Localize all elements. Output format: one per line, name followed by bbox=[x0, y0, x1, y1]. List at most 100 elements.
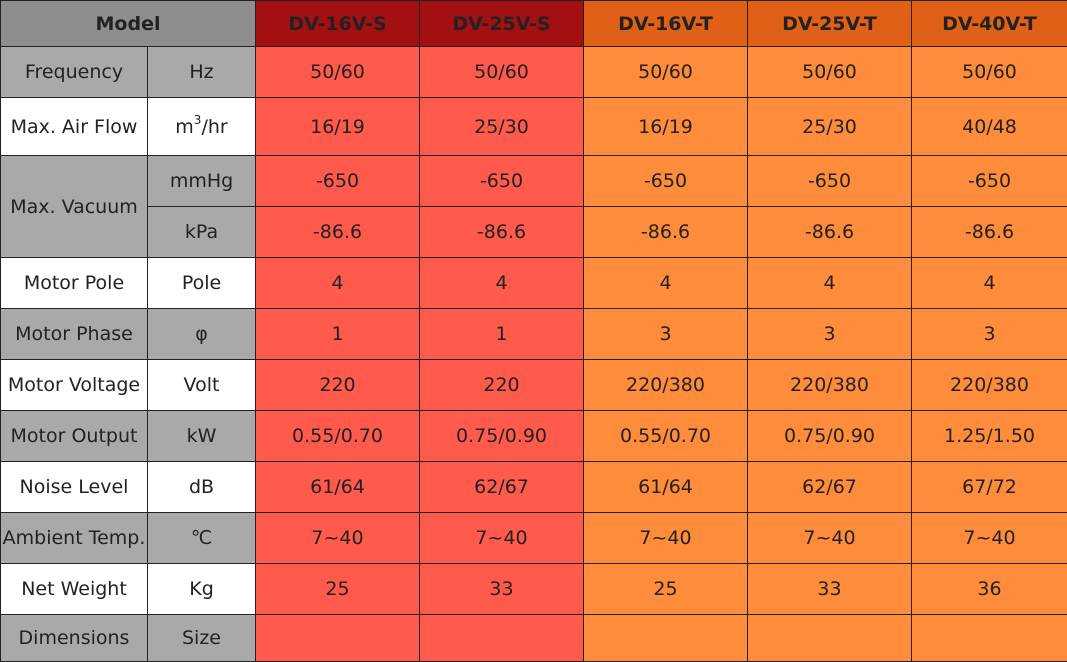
row-unit: kW bbox=[148, 411, 256, 462]
table-cell: 4 bbox=[912, 258, 1067, 309]
table-cell: 7~40 bbox=[420, 513, 584, 564]
model-col-header: DV-25V-S bbox=[420, 1, 584, 47]
row-label: Motor Phase bbox=[1, 309, 148, 360]
model-col-header: DV-16V-T bbox=[584, 1, 748, 47]
table-row-dimensions: Dimensions Size bbox=[1, 615, 1067, 662]
row-unit: Volt bbox=[148, 360, 256, 411]
row-unit: dB bbox=[148, 462, 256, 513]
table-cell: 50/60 bbox=[584, 47, 748, 98]
row-label: Dimensions bbox=[1, 615, 148, 662]
table-row-motor-voltage: Motor Voltage Volt 220 220 220/380 220/3… bbox=[1, 360, 1067, 411]
table-cell bbox=[420, 615, 584, 662]
table-cell: -86.6 bbox=[584, 207, 748, 258]
table-cell: -86.6 bbox=[420, 207, 584, 258]
table-cell: -650 bbox=[420, 156, 584, 207]
table-cell: 1.25/1.50 bbox=[912, 411, 1067, 462]
table-row-frequency: Frequency Hz 50/60 50/60 50/60 50/60 50/… bbox=[1, 47, 1067, 98]
table-row-air-flow: Max. Air Flow m3/hr 16/19 25/30 16/19 25… bbox=[1, 98, 1067, 156]
table-cell: 50/60 bbox=[420, 47, 584, 98]
table-cell: -650 bbox=[912, 156, 1067, 207]
row-label: Motor Voltage bbox=[1, 360, 148, 411]
table-row-vacuum-kpa: kPa -86.6 -86.6 -86.6 -86.6 -86.6 bbox=[1, 207, 1067, 258]
table-cell: 33 bbox=[748, 564, 912, 615]
table-row-net-weight: Net Weight Kg 25 33 25 33 36 bbox=[1, 564, 1067, 615]
table-cell: 61/64 bbox=[256, 462, 420, 513]
unit-base: m bbox=[175, 116, 194, 138]
table-cell: 0.75/0.90 bbox=[748, 411, 912, 462]
row-unit: Size bbox=[148, 615, 256, 662]
table-row-motor-output: Motor Output kW 0.55/0.70 0.75/0.90 0.55… bbox=[1, 411, 1067, 462]
table-cell: 25/30 bbox=[420, 98, 584, 156]
table-cell: 220/380 bbox=[748, 360, 912, 411]
table-cell: 4 bbox=[420, 258, 584, 309]
table-cell: 36 bbox=[912, 564, 1067, 615]
row-label: Max. Air Flow bbox=[1, 98, 148, 156]
table-cell: 50/60 bbox=[748, 47, 912, 98]
row-unit: Kg bbox=[148, 564, 256, 615]
table-cell bbox=[256, 615, 420, 662]
table-cell: 7~40 bbox=[748, 513, 912, 564]
table-cell: 0.55/0.70 bbox=[256, 411, 420, 462]
table-cell: 50/60 bbox=[912, 47, 1067, 98]
table-row-noise-level: Noise Level dB 61/64 62/67 61/64 62/67 6… bbox=[1, 462, 1067, 513]
table-cell: 62/67 bbox=[420, 462, 584, 513]
table-cell: -650 bbox=[584, 156, 748, 207]
row-unit: mmHg bbox=[148, 156, 256, 207]
table-cell: 3 bbox=[912, 309, 1067, 360]
row-unit: ℃ bbox=[148, 513, 256, 564]
row-label: Max. Vacuum bbox=[1, 156, 148, 258]
table-cell bbox=[748, 615, 912, 662]
table-cell: 3 bbox=[584, 309, 748, 360]
table-cell: 50/60 bbox=[256, 47, 420, 98]
row-unit: Hz bbox=[148, 47, 256, 98]
table-cell: 220 bbox=[420, 360, 584, 411]
row-label: Net Weight bbox=[1, 564, 148, 615]
table-cell: -86.6 bbox=[256, 207, 420, 258]
table-cell: 16/19 bbox=[256, 98, 420, 156]
row-unit: m3/hr bbox=[148, 98, 256, 156]
row-unit: kPa bbox=[148, 207, 256, 258]
table-cell: 4 bbox=[256, 258, 420, 309]
table-cell: 220 bbox=[256, 360, 420, 411]
model-header: Model bbox=[1, 1, 256, 47]
row-label: Motor Output bbox=[1, 411, 148, 462]
table-cell bbox=[584, 615, 748, 662]
table-cell: 3 bbox=[748, 309, 912, 360]
table-cell: 220/380 bbox=[584, 360, 748, 411]
table-row-motor-pole: Motor Pole Pole 4 4 4 4 4 bbox=[1, 258, 1067, 309]
table-cell: 0.55/0.70 bbox=[584, 411, 748, 462]
table-cell: 16/19 bbox=[584, 98, 748, 156]
table-cell: 1 bbox=[420, 309, 584, 360]
table-cell bbox=[912, 615, 1067, 662]
table-cell: 67/72 bbox=[912, 462, 1067, 513]
table-cell: 25/30 bbox=[748, 98, 912, 156]
table-cell: -86.6 bbox=[748, 207, 912, 258]
row-unit: φ bbox=[148, 309, 256, 360]
table-cell: 4 bbox=[584, 258, 748, 309]
table-cell: 7~40 bbox=[256, 513, 420, 564]
table-cell: 4 bbox=[748, 258, 912, 309]
model-col-header: DV-16V-S bbox=[256, 1, 420, 47]
model-col-header: DV-40V-T bbox=[912, 1, 1067, 47]
table-cell: 1 bbox=[256, 309, 420, 360]
table-cell: 62/67 bbox=[748, 462, 912, 513]
table-row-ambient-temp: Ambient Temp. ℃ 7~40 7~40 7~40 7~40 7~40 bbox=[1, 513, 1067, 564]
table-cell: 25 bbox=[256, 564, 420, 615]
table-cell: -650 bbox=[748, 156, 912, 207]
table-row-motor-phase: Motor Phase φ 1 1 3 3 3 bbox=[1, 309, 1067, 360]
table-cell: 220/380 bbox=[912, 360, 1067, 411]
table-row-vacuum-mmhg: Max. Vacuum mmHg -650 -650 -650 -650 -65… bbox=[1, 156, 1067, 207]
row-label: Motor Pole bbox=[1, 258, 148, 309]
row-label: Frequency bbox=[1, 47, 148, 98]
model-col-header: DV-25V-T bbox=[748, 1, 912, 47]
table-cell: 0.75/0.90 bbox=[420, 411, 584, 462]
table-cell: -86.6 bbox=[912, 207, 1067, 258]
table-cell: 40/48 bbox=[912, 98, 1067, 156]
table-cell: 61/64 bbox=[584, 462, 748, 513]
table-cell: 25 bbox=[584, 564, 748, 615]
row-unit: Pole bbox=[148, 258, 256, 309]
table-cell: 7~40 bbox=[912, 513, 1067, 564]
table-cell: 33 bbox=[420, 564, 584, 615]
row-label: Ambient Temp. bbox=[1, 513, 148, 564]
table-cell: 7~40 bbox=[584, 513, 748, 564]
